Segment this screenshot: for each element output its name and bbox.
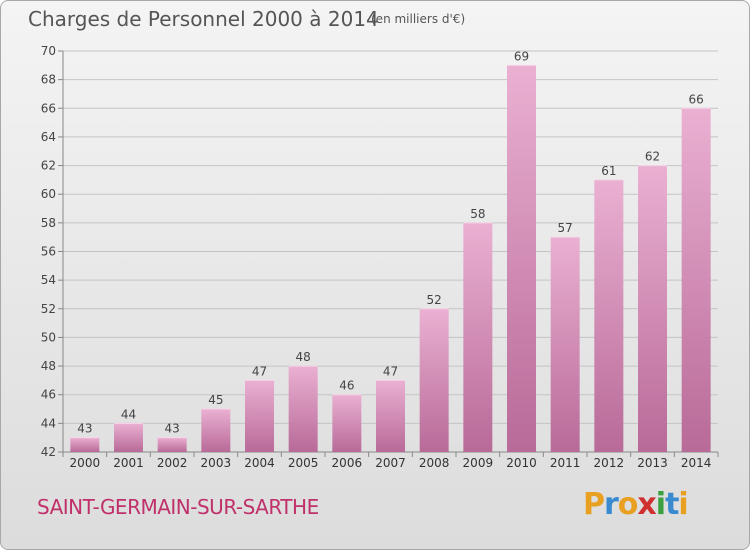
data-label: 61 <box>601 164 616 178</box>
x-tick-label: 2000 <box>70 456 101 470</box>
y-tick-label: 46 <box>41 388 56 402</box>
x-tick-label: 2006 <box>332 456 363 470</box>
bar-2012 <box>594 179 624 452</box>
y-tick-label: 42 <box>41 445 56 459</box>
data-label: 47 <box>252 364 267 378</box>
data-label: 57 <box>558 221 573 235</box>
x-tick-label: 2010 <box>506 456 537 470</box>
y-tick-label: 52 <box>41 302 56 316</box>
bar-2002 <box>157 437 187 452</box>
commune-name: SAINT-GERMAIN-SUR-SARTHE <box>37 495 319 519</box>
x-tick-label: 2011 <box>550 456 581 470</box>
proxiti-logo: Proxiti <box>583 487 689 522</box>
x-tick-label: 2014 <box>681 456 712 470</box>
y-tick-label: 68 <box>41 73 56 87</box>
x-tick-label: 2005 <box>288 456 319 470</box>
y-tick-label: 62 <box>41 159 56 173</box>
bar-2003 <box>201 409 231 452</box>
bar-2007 <box>376 380 405 452</box>
y-tick-label: 54 <box>41 273 56 287</box>
y-tick-label: 64 <box>41 130 56 144</box>
data-label: 43 <box>77 422 92 436</box>
y-tick-label: 60 <box>41 187 56 201</box>
bar-2014 <box>681 108 711 453</box>
data-label: 52 <box>427 293 442 307</box>
y-tick-label: 50 <box>41 330 56 344</box>
bar-2000 <box>70 437 100 452</box>
chart-unit: (en milliers d'€) <box>371 12 466 26</box>
x-tick-label: 2012 <box>594 456 625 470</box>
bar-2013 <box>638 165 667 453</box>
bar-2001 <box>114 423 143 452</box>
y-tick-label: 44 <box>41 416 56 430</box>
x-tick-label: 2003 <box>201 456 232 470</box>
data-label: 47 <box>383 364 398 378</box>
y-tick-label: 66 <box>41 101 56 115</box>
logo-letter: i <box>655 487 666 522</box>
logo-letter: i <box>678 487 688 522</box>
logo-letter: r <box>604 487 619 522</box>
bar-2006 <box>332 394 362 452</box>
y-tick-label: 70 <box>41 44 56 58</box>
x-tick-label: 2007 <box>375 456 406 470</box>
data-label: 69 <box>514 49 529 63</box>
x-tick-label: 2004 <box>244 456 275 470</box>
bar-2008 <box>419 308 449 452</box>
logo-letter: o <box>617 487 639 522</box>
logo-letter: t <box>665 487 679 522</box>
bars <box>70 64 711 453</box>
x-tick-label: 2009 <box>463 456 494 470</box>
x-tick-label: 2002 <box>157 456 188 470</box>
data-label: 43 <box>165 422 180 436</box>
data-label: 48 <box>296 350 311 364</box>
bar-2011 <box>550 237 580 452</box>
data-label: 62 <box>645 150 660 164</box>
data-labels: 43 44 43 45 47 48 46 47 52 58 69 57 61 62 66 <box>77 49 704 435</box>
bar-2005 <box>288 366 318 452</box>
y-tick-label: 58 <box>41 216 56 230</box>
logo-letter: x <box>637 487 656 522</box>
x-tick-label: 2008 <box>419 456 450 470</box>
y-tick-label: 48 <box>41 359 56 373</box>
x-tick-label: 2001 <box>113 456 144 470</box>
data-label: 46 <box>339 379 354 393</box>
data-label: 58 <box>470 207 485 221</box>
bar-2009 <box>463 222 493 452</box>
y-tick-label: 56 <box>41 245 56 259</box>
logo-letter: P <box>583 487 605 522</box>
data-label: 44 <box>121 407 136 421</box>
chart-title: Charges de Personnel 2000 à 2014 <box>28 7 379 31</box>
data-label: 66 <box>689 92 704 106</box>
data-label: 45 <box>208 393 223 407</box>
bar-2010 <box>507 65 536 453</box>
bar-2004 <box>245 380 274 452</box>
x-tick-label: 2013 <box>637 456 668 470</box>
